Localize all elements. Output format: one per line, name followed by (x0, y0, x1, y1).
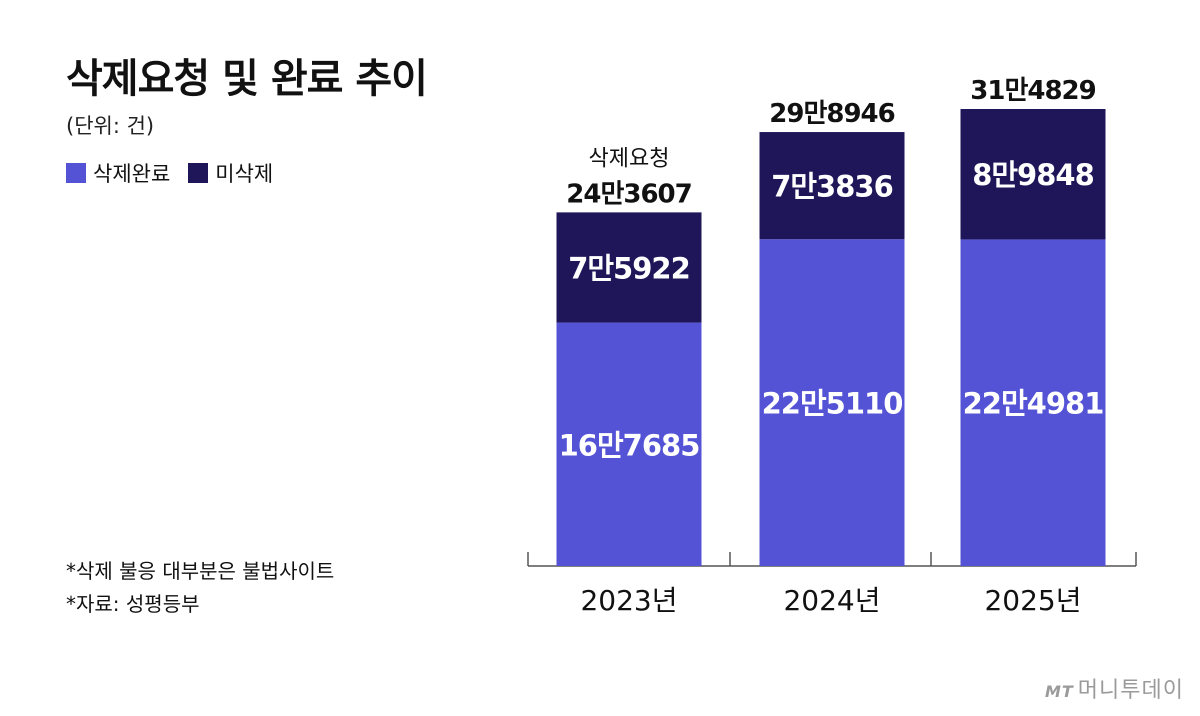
x-tick-label-1: 2024년 (783, 584, 880, 617)
legend-label-undeleted: 미삭제 (215, 162, 274, 186)
legend: 삭제완료 미삭제 (66, 158, 291, 188)
footnote-source: *자료: 성평등부 (66, 592, 200, 616)
data-label-completed-2: 22만4981 (963, 387, 1104, 421)
watermark-logo: MT 머니투데이 (1045, 672, 1184, 704)
x-tick-label-0: 2023년 (580, 584, 677, 617)
watermark-text: 머니투데이 (1077, 678, 1184, 703)
legend-swatch-completed (66, 163, 86, 183)
data-label-undeleted-2: 8만9848 (972, 158, 1094, 192)
data-label-undeleted-0: 7만5922 (568, 251, 690, 285)
data-label-undeleted-1: 7만3836 (771, 170, 893, 204)
bar-completed-1 (759, 239, 905, 567)
total-label-0: 24만3607 (566, 179, 691, 209)
bar-undeleted-1 (759, 132, 905, 240)
total-label-1: 29만8946 (769, 99, 894, 129)
bar-completed-2 (960, 239, 1106, 567)
chart-title: 삭제요청 및 완료 추이 (66, 56, 428, 102)
bar-completed-0 (556, 322, 702, 566)
x-tick-label-2: 2025년 (984, 584, 1081, 617)
legend-label-completed: 삭제완료 (93, 162, 171, 186)
total-caption: 삭제요청 (589, 146, 670, 171)
legend-swatch-undeleted (188, 163, 209, 183)
data-label-completed-0: 16만7685 (559, 428, 700, 462)
unit-note: (단위: 건) (66, 114, 155, 138)
bar-undeleted-0 (556, 212, 702, 323)
data-label-completed-1: 22만5110 (762, 387, 903, 421)
total-label-2: 31만4829 (970, 76, 1095, 106)
footnote-noncompliance: *삭제 불응 대부분은 불법사이트 (66, 559, 335, 583)
bar-undeleted-2 (960, 109, 1106, 240)
watermark-mark: MT (1044, 682, 1074, 701)
